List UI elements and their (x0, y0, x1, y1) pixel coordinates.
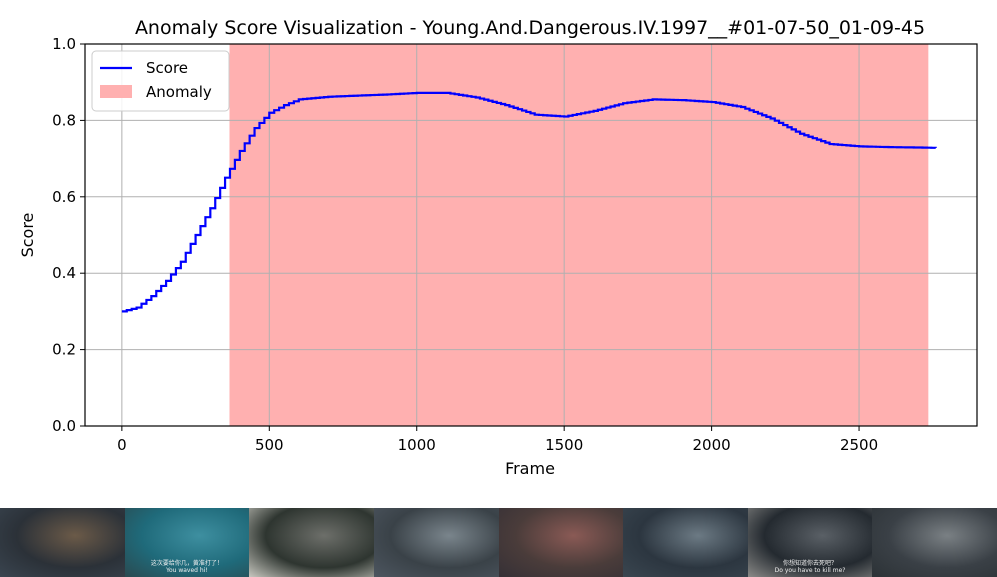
y-tick-label: 0.2 (52, 341, 76, 359)
thumbnail-brawl (623, 508, 748, 577)
score-line (121, 91, 937, 313)
thumbnail-caption: 这次要给你几，黄准打了！ You waved hi! (125, 560, 250, 574)
thumbnail-caption: 你想知道你去死吧？ Do you have to kill me? (748, 560, 873, 574)
x-tick-label: 2500 (840, 436, 878, 454)
thumbnail-market-stall (0, 508, 125, 577)
anomaly-span (229, 44, 929, 426)
x-tick-label: 1000 (398, 436, 436, 454)
chart: Anomaly Score Visualization - Young.And.… (18, 17, 978, 478)
legend-anomaly-swatch (100, 85, 132, 98)
thumbnail-alley (872, 508, 997, 577)
chart-title: Anomaly Score Visualization - Young.And.… (135, 17, 925, 39)
thumbnail-men-at-table: 这次要给你几，黄准打了！ You waved hi! (124, 508, 250, 577)
y-tick-label: 0.8 (52, 111, 76, 129)
caption-line: 这次要给你几，黄准打了！ (150, 560, 223, 567)
y-tick-label: 0.6 (52, 188, 76, 206)
thumbnail-crowd-fight (373, 508, 499, 577)
x-tick-label: 2000 (693, 436, 731, 454)
legend-anomaly-label: Anomaly (146, 83, 212, 101)
x-axis-label: Frame (505, 459, 555, 478)
thumbnail-close-up: 你想知道你去死吧？ Do you have to kill me? (747, 508, 873, 577)
caption-line: Do you have to kill me? (774, 567, 846, 574)
y-tick-label: 1.0 (52, 35, 76, 53)
y-axis-label: Score (18, 213, 37, 258)
y-tick-label: 0.0 (52, 417, 76, 435)
y-tick-label: 0.4 (52, 264, 76, 282)
thumbnail-strip: 这次要给你几，黄准打了！ You waved hi! 你想知道你去死吧？ Do you… (0, 508, 997, 577)
caption-line: 你想知道你去死吧？ (783, 560, 838, 567)
legend-score-label: Score (146, 59, 188, 77)
thumbnail-street-boxes (249, 508, 374, 577)
plot-frame (84, 43, 978, 427)
x-tick-label: 0 (117, 436, 127, 454)
thumbnail-running-crowd (498, 508, 624, 577)
chart-svg: Anomaly Score Visualization - Young.And.… (18, 17, 978, 478)
caption-line: You waved hi! (166, 567, 208, 574)
x-tick-label: 1500 (545, 436, 583, 454)
x-tick-label: 500 (255, 436, 284, 454)
